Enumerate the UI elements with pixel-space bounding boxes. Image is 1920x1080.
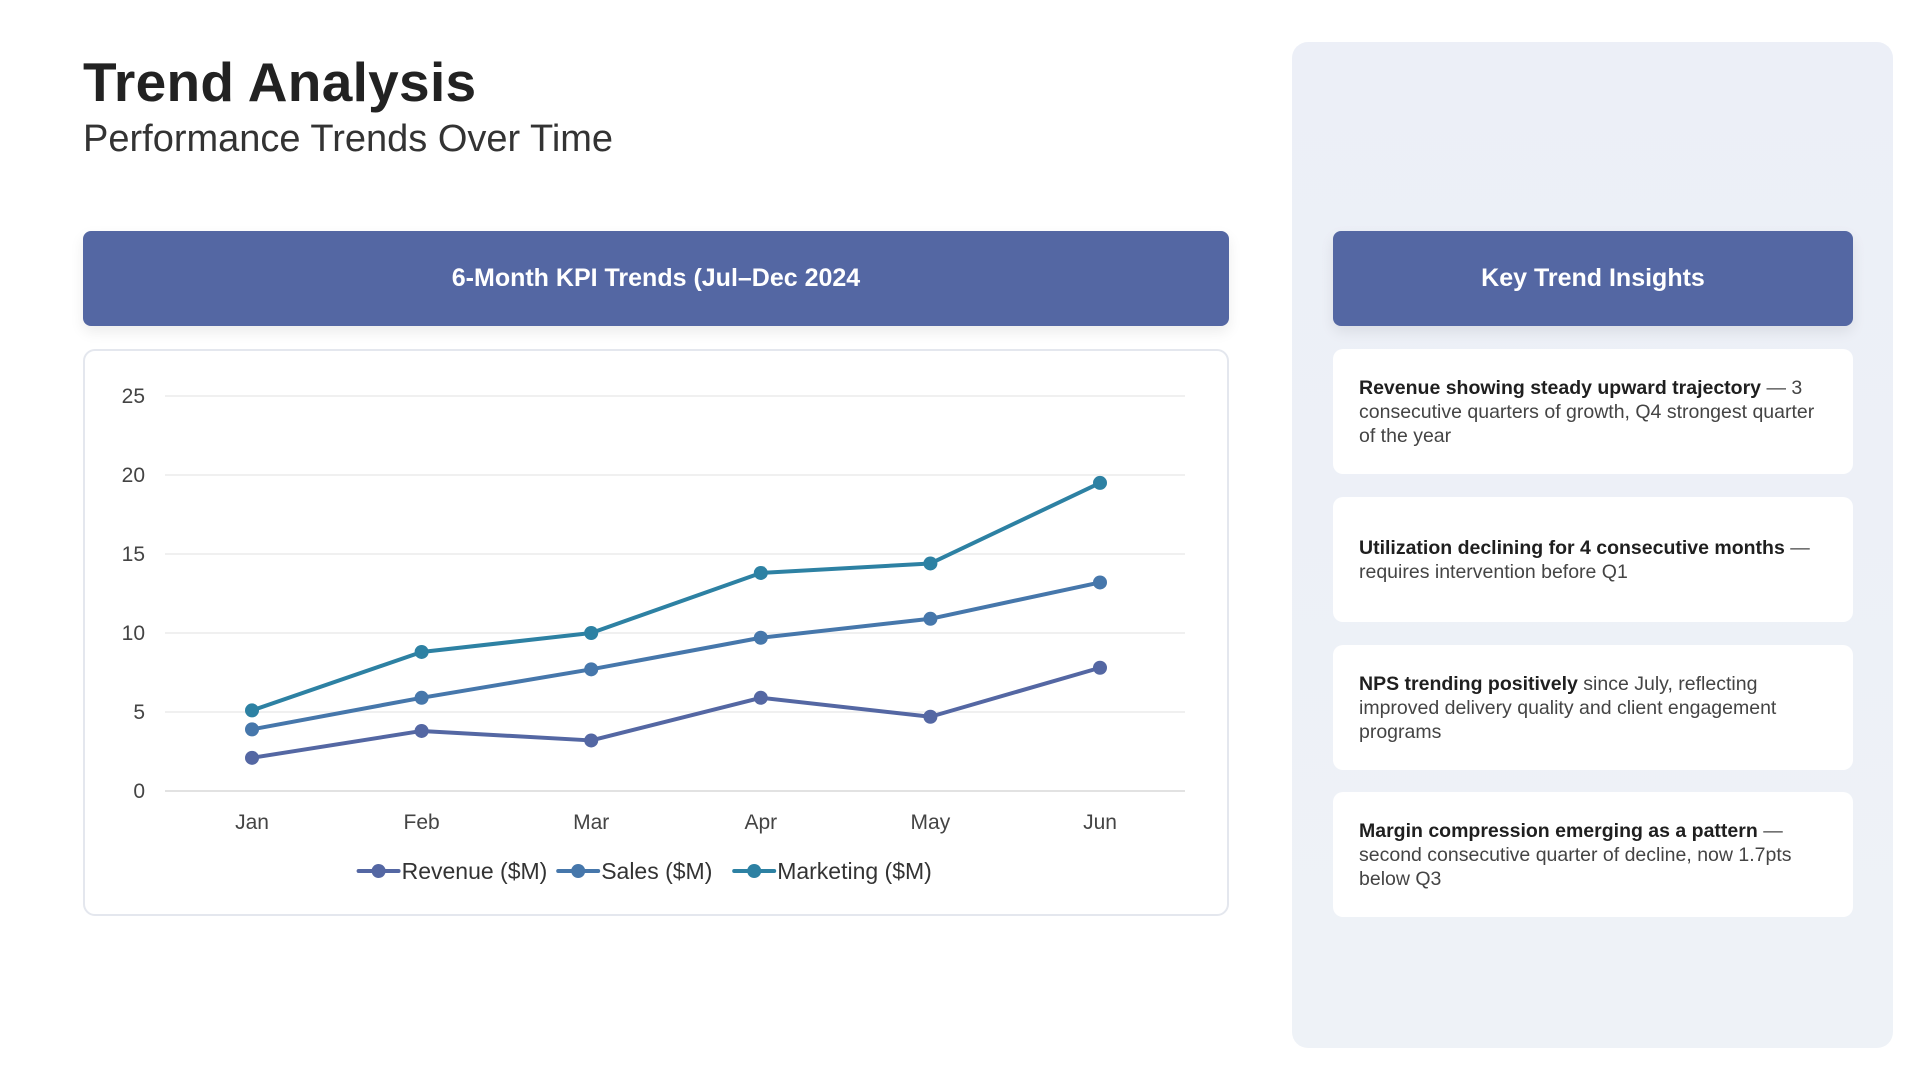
data-point [245, 750, 259, 765]
legend-swatch-marker [371, 864, 386, 878]
legend-label: Sales ($M) [601, 858, 712, 884]
insight-highlight: Utilization declining for 4 consecutive … [1359, 536, 1785, 559]
chart-legend: Revenue ($M) Sales ($M) Marketing ($M) [356, 858, 932, 884]
insight-detail: — 3 consecutive quarters of growth, Q4 s… [1359, 376, 1815, 447]
data-point [245, 722, 259, 737]
chart-grid [165, 395, 1185, 792]
x-tick-label: Feb [404, 811, 440, 834]
y-tick-label: 20 [122, 464, 145, 487]
data-point [245, 703, 259, 718]
y-tick-label: 0 [133, 780, 145, 803]
data-point [584, 662, 599, 677]
legend-label: Revenue ($M) [402, 858, 548, 884]
legend-item: Revenue ($M) [356, 858, 548, 884]
insights-panel-header: Key Trend Insights [1333, 231, 1853, 326]
x-tick-label: May [911, 811, 951, 834]
insight-detail: — requires intervention before Q1 [1359, 536, 1810, 583]
series-line [250, 480, 1102, 713]
series-sales-m [245, 575, 1107, 737]
y-tick-label: 5 [133, 701, 145, 724]
y-axis-ticks: 0 5 10 15 20 25 [122, 385, 145, 803]
x-tick-label: Jan [235, 811, 269, 834]
y-tick-label: 25 [122, 385, 145, 408]
insight-highlight: Margin compression emerging as a pattern [1359, 819, 1758, 842]
legend-swatch-marker [747, 864, 762, 878]
chart-card: 0 5 10 15 20 25 Jan Feb Mar Apr May Jun Revenue ($… [83, 349, 1229, 916]
legend-item: Marketing ($M) [732, 858, 932, 884]
data-point [414, 723, 429, 738]
insight-detail: since July, reflecting improved delivery… [1359, 672, 1777, 743]
x-tick-label: Apr [744, 811, 777, 834]
data-point [414, 644, 429, 659]
y-tick-label: 15 [122, 543, 145, 566]
data-point [923, 611, 938, 626]
series-marketing-m [245, 475, 1107, 718]
data-point [753, 630, 768, 645]
data-point [753, 690, 768, 705]
data-point [584, 733, 599, 748]
kpi-line-chart: 0 5 10 15 20 25 Jan Feb Mar Apr May Jun Revenue ($… [122, 385, 1185, 884]
series-revenue-m [245, 660, 1107, 765]
insight-text: NPS trending positively since July, refl… [1359, 672, 1827, 744]
series-line [250, 580, 1102, 732]
insight-card: NPS trending positively since July, refl… [1333, 645, 1853, 770]
data-point [753, 565, 768, 580]
data-point [584, 626, 599, 640]
insight-text: Utilization declining for 4 consecutive … [1359, 536, 1827, 584]
insight-highlight: NPS trending positively [1359, 672, 1578, 695]
insight-highlight: Revenue showing steady upward trajectory [1359, 376, 1762, 399]
page-title: Trend Analysis [83, 51, 477, 113]
chart-series [245, 475, 1107, 765]
data-point [923, 556, 938, 571]
insight-card: Margin compression emerging as a pattern… [1333, 792, 1853, 917]
legend-swatch-marker [571, 864, 586, 878]
x-tick-label: Mar [573, 811, 609, 834]
data-point [923, 709, 938, 724]
data-point [414, 690, 429, 705]
y-tick-label: 10 [122, 622, 145, 645]
data-point [1093, 575, 1107, 590]
data-point [1093, 660, 1107, 675]
series-line [250, 665, 1102, 760]
insight-card: Revenue showing steady upward trajectory… [1333, 349, 1853, 474]
page-subtitle: Performance Trends Over Time [83, 118, 614, 160]
insight-text: Margin compression emerging as a pattern… [1359, 819, 1827, 891]
legend-label: Marketing ($M) [777, 858, 932, 884]
legend-item: Sales ($M) [556, 858, 712, 884]
insight-text: Revenue showing steady upward trajectory… [1359, 376, 1827, 448]
x-axis-ticks: Jan Feb Mar Apr May Jun [235, 811, 1117, 834]
insight-card: Utilization declining for 4 consecutive … [1333, 497, 1853, 622]
x-tick-label: Jun [1083, 811, 1117, 834]
data-point [1093, 475, 1107, 490]
insight-detail: — second consecutive quarter of decline,… [1359, 819, 1792, 890]
chart-panel-header: 6-Month KPI Trends (Jul–Dec 2024 [83, 231, 1229, 326]
